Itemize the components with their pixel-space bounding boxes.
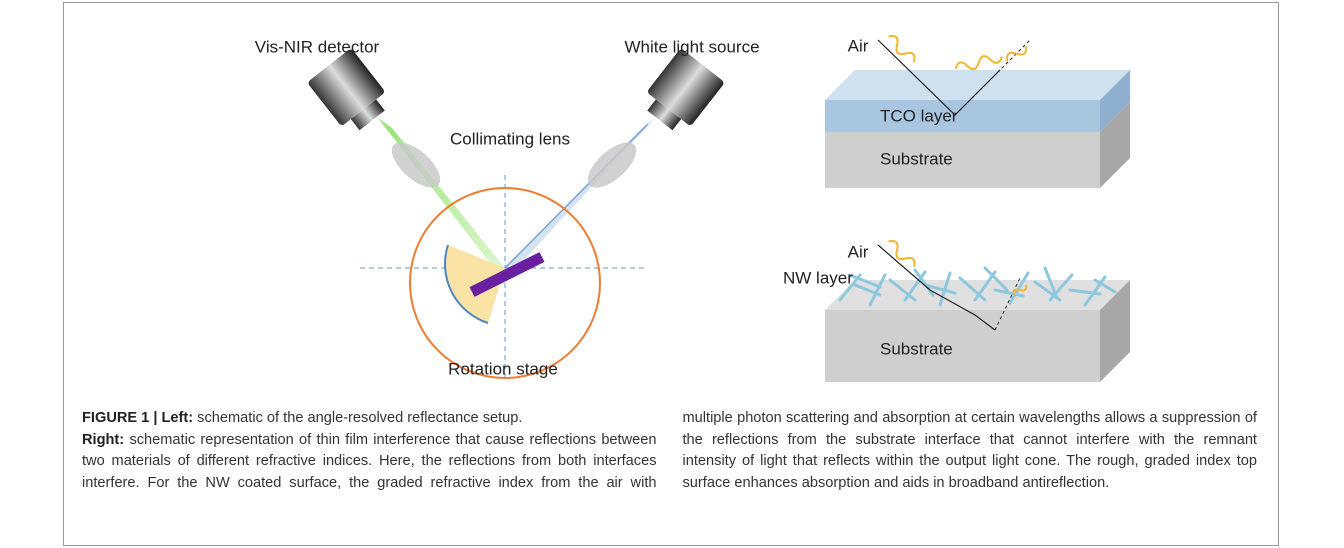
caption-label: Right: — [82, 432, 124, 448]
nw-schematic: Air NW layer Substrate — [783, 238, 1130, 382]
layer-label: TCO layer — [880, 106, 958, 125]
source-label: White light source — [624, 37, 759, 56]
lens-label: Collimating lens — [450, 129, 570, 148]
caption: FIGURE 1 | Left: schematic of the angle-… — [82, 408, 1257, 494]
tco-schematic: Air TCO layer Substrate — [825, 33, 1130, 188]
air-label: Air — [848, 242, 869, 261]
page: Vis-NIR detector White light source Coll… — [0, 0, 1344, 548]
detector-label: Vis-NIR detector — [255, 37, 380, 56]
setup: Vis-NIR detector White light source Coll… — [255, 37, 760, 380]
caption-label: FIGURE 1 | Left: — [82, 410, 193, 426]
substrate-label: Substrate — [880, 149, 953, 168]
figure-diagram: Vis-NIR detector White light source Coll… — [0, 0, 1344, 400]
stage-label: Rotation stage — [448, 359, 558, 378]
air-label: Air — [848, 36, 869, 55]
caption-text: schematic of the angle-resolved reflecta… — [197, 410, 522, 426]
caption-left-para: FIGURE 1 | Left: schematic of the angle-… — [82, 408, 657, 430]
substrate-label: Substrate — [880, 339, 953, 358]
layer-label: NW layer — [783, 268, 853, 287]
